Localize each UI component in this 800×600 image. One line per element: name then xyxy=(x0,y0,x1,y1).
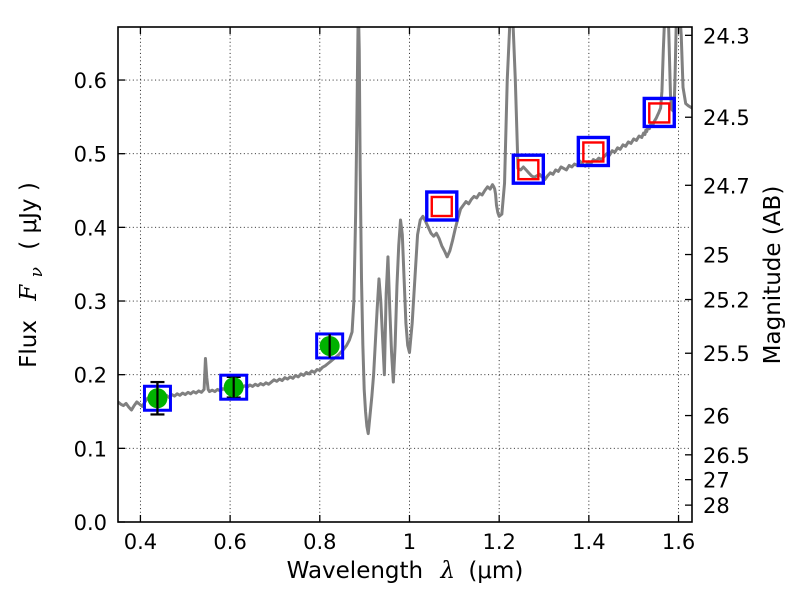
y-right-tick-label: 26.5 xyxy=(703,444,750,468)
photometry-point xyxy=(142,380,172,416)
photometry-point xyxy=(425,190,459,222)
model-photometry-square xyxy=(219,373,249,401)
x-tick-label: 0.6 xyxy=(213,530,246,554)
y-left-tick-label: 0.3 xyxy=(74,290,107,314)
y-right-tick-label: 24.3 xyxy=(703,24,750,48)
x-axis-title: Wavelength λ (μm) xyxy=(287,558,524,584)
photometry-point xyxy=(576,135,611,168)
y-left-title-unit: ( μJy ) xyxy=(16,182,42,250)
observed-photometry-square xyxy=(648,102,671,124)
y-left-tick-label: 0.5 xyxy=(74,143,107,167)
ticks-layer xyxy=(118,27,692,523)
x-tick-label: 0.4 xyxy=(124,530,157,554)
y-right-tick-label: 25.2 xyxy=(703,289,750,313)
model-photometry-square xyxy=(425,190,459,222)
photometry-point xyxy=(642,96,676,129)
y-left-tick-label: 0.2 xyxy=(74,364,107,388)
model-spectrum-curve xyxy=(118,27,692,436)
x-tick-label: 1.6 xyxy=(662,530,695,554)
y-right-tick-label: 26 xyxy=(703,405,730,429)
model-photometry-square xyxy=(642,96,676,129)
observed-photometry-square xyxy=(517,158,540,181)
spectrum-curve-layer xyxy=(118,27,692,436)
y-right-tick-label: 24.5 xyxy=(703,106,750,130)
y-right-axis-title: Magnitude (AB) xyxy=(760,186,786,365)
y-left-title-symbol: F xyxy=(16,284,42,302)
x-axis-title-symbol: λ xyxy=(439,558,455,584)
y-left-tick-label: 0.1 xyxy=(74,437,107,461)
tick-labels-layer: 0.4 0.6 0.8 1 1.2 1.4 1.6 0.0 0.1 0.2 0.3 0.4 0.5 0.6… xyxy=(74,24,750,554)
y-right-tick-label: 25.5 xyxy=(703,342,750,366)
y-right-tick-label: 28 xyxy=(703,494,730,518)
model-photometry-square xyxy=(315,332,345,360)
x-tick-label: 1.2 xyxy=(482,530,515,554)
y-right-tick-label: 24.7 xyxy=(703,174,750,198)
observed-photometry-square xyxy=(430,195,453,218)
photometry-point xyxy=(219,373,249,401)
photometry-points-layer xyxy=(142,96,676,416)
model-photometry-square xyxy=(511,153,546,185)
y-left-axis-title: Flux F ν ( μJy ) xyxy=(16,182,48,368)
x-tick-label: 0.8 xyxy=(303,530,336,554)
photometry-point xyxy=(511,153,546,185)
y-left-tick-label: 0.0 xyxy=(74,511,107,535)
grid-layer xyxy=(118,27,692,522)
y-right-tick-label: 27 xyxy=(703,469,730,493)
axis-frame xyxy=(117,26,693,523)
y-left-tick-label: 0.6 xyxy=(74,69,107,93)
y-left-title-subscript: ν xyxy=(27,267,47,277)
photometry-point xyxy=(315,332,345,360)
model-photometry-square xyxy=(576,135,611,168)
x-axis-title-unit: (μm) xyxy=(468,558,523,584)
x-axis-title-word: Wavelength xyxy=(287,558,423,584)
y-right-tick-label: 25 xyxy=(703,244,730,268)
y-left-title-word: Flux xyxy=(16,320,42,368)
x-tick-label: 1 xyxy=(403,530,416,554)
axis-frame-layer xyxy=(117,26,693,523)
y-left-tick-label: 0.4 xyxy=(74,216,107,240)
observed-photometry-square xyxy=(582,141,605,163)
x-tick-label: 1.4 xyxy=(572,530,605,554)
